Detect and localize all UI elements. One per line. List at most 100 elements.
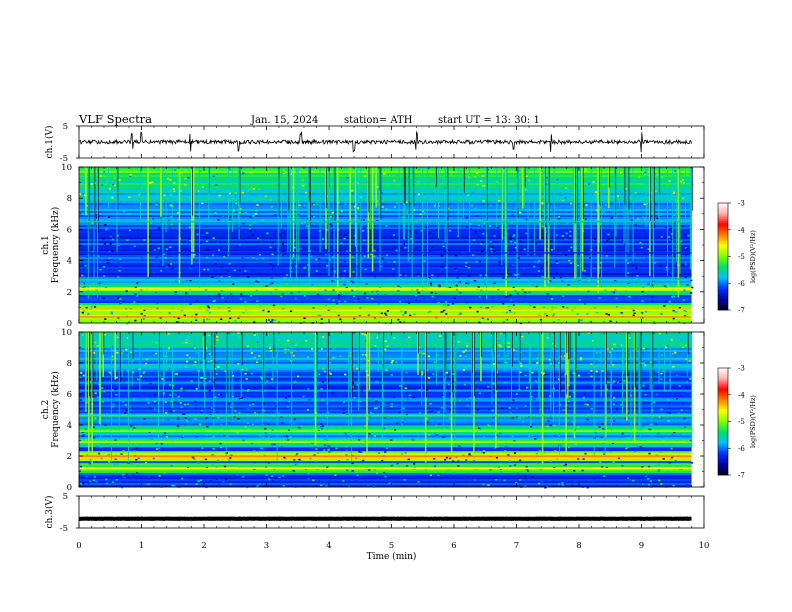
spectrogram-speckle	[546, 232, 549, 234]
spectrogram-speckle	[310, 181, 313, 183]
spectrogram-speckle	[344, 233, 347, 235]
spectrogram-speckle	[282, 171, 285, 174]
spectrogram-speckle	[469, 476, 472, 478]
spectrogram-speckle	[157, 247, 160, 250]
spectrogram-speckle	[126, 322, 129, 325]
spectrogram-speckle	[672, 309, 675, 312]
spectrogram-speckle	[168, 362, 171, 364]
sferic-streak	[295, 167, 297, 285]
spectrogram-speckle	[627, 272, 630, 274]
spectrogram-speckle	[489, 387, 493, 390]
spectrogram-speckle	[278, 476, 281, 479]
sferic-gap	[566, 332, 568, 354]
spectrogram-speckle	[551, 445, 554, 447]
sferic-streak	[691, 332, 693, 448]
spectrogram-speckle	[133, 301, 136, 303]
spectrogram-speckle	[196, 275, 199, 278]
spectrogram-speckle	[356, 474, 359, 477]
spectrogram-speckle	[492, 390, 495, 392]
colorbar-segment	[718, 450, 728, 453]
spectrogram-speckle	[607, 238, 610, 240]
spectrogram-speckle	[326, 227, 329, 229]
spectrogram-speckle	[680, 409, 683, 411]
spectrogram-speckle	[557, 319, 560, 321]
spectrogram-speckle	[541, 276, 544, 278]
spectrogram-speckle	[480, 243, 483, 245]
spectrogram-speckle	[108, 188, 111, 190]
spectrogram-speckle	[93, 306, 97, 308]
spectrogram-speckle	[81, 311, 84, 314]
colorbar-segment	[718, 453, 728, 456]
spectrogram-speckle	[305, 340, 308, 342]
spectrogram-speckle	[582, 397, 585, 399]
sferic-streak	[162, 167, 164, 267]
spectrogram-speckle	[255, 289, 258, 292]
spectrogram-speckle	[281, 422, 284, 424]
spectrogram-row	[79, 395, 692, 398]
sferic-streak	[427, 167, 429, 287]
spectrogram-speckle	[554, 450, 557, 452]
spectrogram-speckle	[437, 474, 440, 476]
spectrogram-speckle	[629, 190, 632, 193]
spectrogram-speckle	[466, 264, 469, 266]
spectrogram-speckle	[196, 435, 199, 438]
sferic-streak	[280, 167, 282, 229]
spectrogram-speckle	[535, 462, 538, 465]
colorbar-segment	[718, 277, 728, 280]
spectrogram-speckle	[303, 295, 306, 297]
spectrogram-speckle	[549, 417, 552, 419]
sferic-streak	[292, 167, 295, 258]
spectrogram-speckle	[112, 183, 115, 186]
sferic-streak	[496, 167, 498, 228]
spectrogram-speckle	[480, 187, 484, 189]
spectrogram-speckle	[458, 445, 461, 447]
spectrogram-speckle	[183, 273, 186, 275]
spectrogram-speckle	[290, 270, 293, 273]
spectrogram-speckle	[376, 186, 379, 188]
spectrogram-speckle	[288, 421, 291, 423]
spectrogram-speckle	[658, 416, 661, 418]
spectrogram-speckle	[151, 218, 154, 220]
spectrogram-speckle	[602, 450, 605, 453]
colorbar-segment	[718, 457, 728, 460]
spectrogram-speckle	[531, 371, 534, 374]
spectrogram-speckle	[361, 333, 364, 335]
spectrogram-speckle	[269, 246, 272, 249]
colorbar-segment	[718, 407, 728, 410]
sferic-gap	[634, 332, 636, 388]
spectrogram-speckle	[274, 214, 277, 216]
spectrogram-speckle	[514, 246, 517, 249]
spectrogram-speckle	[401, 421, 404, 424]
spectrogram-speckle	[493, 348, 496, 351]
spectrogram-speckle	[625, 447, 628, 450]
spectrogram-speckle	[123, 172, 126, 174]
spectrogram-speckle	[337, 314, 340, 317]
spectrogram-speckle	[91, 222, 94, 224]
spectrogram-speckle	[670, 193, 673, 196]
spectrogram-speckle	[386, 310, 389, 312]
spectrogram-speckle	[374, 442, 377, 445]
spectrogram-speckle	[253, 386, 256, 389]
colorbar-segment	[718, 451, 728, 454]
spectrogram-speckle	[604, 204, 608, 206]
spectrogram-speckle	[635, 187, 638, 190]
spectrogram-speckle	[660, 354, 664, 356]
sferic-gap	[383, 332, 385, 382]
colorbar-segment	[718, 387, 728, 390]
spectrogram-speckle	[631, 194, 634, 196]
spectrogram-speckle	[544, 486, 547, 489]
spectrogram-row	[79, 297, 692, 300]
spectrogram-row	[79, 185, 692, 188]
spectrogram-speckle	[362, 219, 365, 221]
spectrogram-speckle	[621, 432, 624, 435]
spectrogram-row	[79, 465, 692, 468]
spectrogram-row	[79, 175, 692, 178]
spectrogram-speckle	[232, 209, 235, 212]
spectrogram-speckle	[205, 347, 208, 349]
spectrogram-row	[79, 235, 692, 238]
spectrogram-speckle	[188, 419, 191, 421]
spectrogram-speckle	[647, 484, 650, 486]
spectrogram-speckle	[229, 169, 232, 171]
spectrogram-speckle	[236, 432, 239, 434]
spectrogram-speckle	[288, 438, 291, 440]
